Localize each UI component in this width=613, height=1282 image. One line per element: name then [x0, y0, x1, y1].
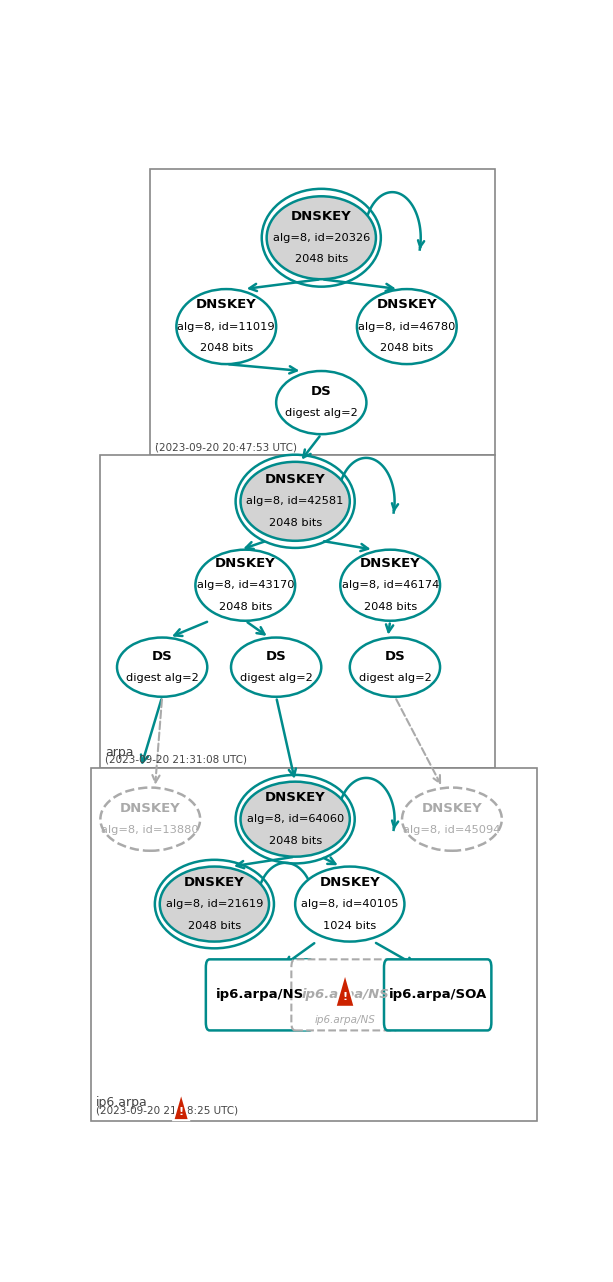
Text: (2023-09-20 21:31:08 UTC): (2023-09-20 21:31:08 UTC)	[105, 755, 247, 765]
Text: DS: DS	[384, 650, 405, 663]
Ellipse shape	[402, 787, 502, 851]
Text: DNSKEY: DNSKEY	[184, 876, 245, 888]
Ellipse shape	[276, 370, 367, 435]
Text: 2048 bits: 2048 bits	[295, 254, 348, 264]
Text: alg=8, id=46780: alg=8, id=46780	[358, 322, 455, 332]
Text: alg=8, id=40105: alg=8, id=40105	[301, 899, 398, 909]
Text: digest alg=2: digest alg=2	[240, 673, 313, 683]
Ellipse shape	[117, 637, 207, 697]
Text: ip6.arpa/SOA: ip6.arpa/SOA	[389, 988, 487, 1001]
Text: ip6.arpa/NS: ip6.arpa/NS	[314, 1014, 376, 1024]
Text: ip6.arpa/NS: ip6.arpa/NS	[301, 988, 389, 1001]
Text: ip6.arpa/NS: ip6.arpa/NS	[215, 988, 303, 1001]
Text: alg=8, id=20326: alg=8, id=20326	[273, 233, 370, 242]
Ellipse shape	[177, 288, 276, 364]
Text: 2048 bits: 2048 bits	[219, 603, 272, 612]
Text: 2048 bits: 2048 bits	[380, 344, 433, 354]
FancyBboxPatch shape	[101, 455, 495, 768]
Ellipse shape	[267, 196, 376, 279]
Text: (2023-09-20 20:47:53 UTC): (2023-09-20 20:47:53 UTC)	[155, 444, 297, 453]
Text: DNSKEY: DNSKEY	[265, 473, 326, 486]
Text: 2048 bits: 2048 bits	[200, 344, 253, 354]
Text: arpa: arpa	[105, 746, 134, 759]
Text: 2048 bits: 2048 bits	[188, 920, 241, 931]
Text: alg=8, id=45094: alg=8, id=45094	[403, 826, 501, 835]
Text: DNSKEY: DNSKEY	[265, 791, 326, 804]
Ellipse shape	[357, 288, 457, 364]
Text: 2048 bits: 2048 bits	[268, 518, 322, 528]
Text: alg=8, id=11019: alg=8, id=11019	[177, 322, 275, 332]
Text: alg=8, id=21619: alg=8, id=21619	[166, 899, 263, 909]
Text: DNSKEY: DNSKEY	[319, 876, 380, 888]
Text: alg=8, id=64060: alg=8, id=64060	[246, 814, 344, 824]
FancyBboxPatch shape	[150, 169, 495, 455]
Text: DNSKEY: DNSKEY	[376, 299, 437, 312]
Ellipse shape	[240, 462, 350, 541]
Text: 2048 bits: 2048 bits	[268, 836, 322, 846]
Text: alg=8, id=42581: alg=8, id=42581	[246, 496, 344, 506]
Text: DNSKEY: DNSKEY	[422, 801, 482, 815]
Text: DS: DS	[152, 650, 172, 663]
Ellipse shape	[295, 867, 405, 941]
Text: !: !	[343, 991, 348, 1001]
Text: digest alg=2: digest alg=2	[359, 673, 432, 683]
FancyBboxPatch shape	[91, 768, 538, 1122]
Ellipse shape	[160, 867, 269, 941]
Text: 1024 bits: 1024 bits	[323, 920, 376, 931]
Text: !: !	[178, 1106, 184, 1117]
Text: (2023-09-20 21:58:25 UTC): (2023-09-20 21:58:25 UTC)	[96, 1105, 238, 1115]
Text: alg=8, id=43170: alg=8, id=43170	[197, 581, 294, 590]
Ellipse shape	[231, 637, 321, 697]
Text: digest alg=2: digest alg=2	[285, 409, 357, 418]
Text: digest alg=2: digest alg=2	[126, 673, 199, 683]
Text: DNSKEY: DNSKEY	[120, 801, 181, 815]
Ellipse shape	[101, 787, 200, 851]
Ellipse shape	[240, 782, 350, 856]
Text: ip6.arpa: ip6.arpa	[96, 1096, 147, 1109]
Ellipse shape	[196, 550, 295, 620]
Polygon shape	[173, 1092, 189, 1120]
Text: DS: DS	[266, 650, 286, 663]
Text: .: .	[155, 435, 159, 447]
Text: DNSKEY: DNSKEY	[291, 209, 352, 223]
FancyBboxPatch shape	[291, 959, 398, 1031]
Text: alg=8, id=13880: alg=8, id=13880	[101, 826, 199, 835]
Polygon shape	[335, 973, 355, 1006]
Ellipse shape	[340, 550, 440, 620]
Text: DS: DS	[311, 385, 332, 399]
Ellipse shape	[350, 637, 440, 697]
Text: alg=8, id=46174: alg=8, id=46174	[341, 581, 439, 590]
Text: DNSKEY: DNSKEY	[360, 556, 421, 570]
Text: DNSKEY: DNSKEY	[215, 556, 276, 570]
FancyBboxPatch shape	[384, 959, 492, 1031]
Text: DNSKEY: DNSKEY	[196, 299, 257, 312]
Text: 2048 bits: 2048 bits	[364, 603, 417, 612]
FancyBboxPatch shape	[206, 959, 313, 1031]
